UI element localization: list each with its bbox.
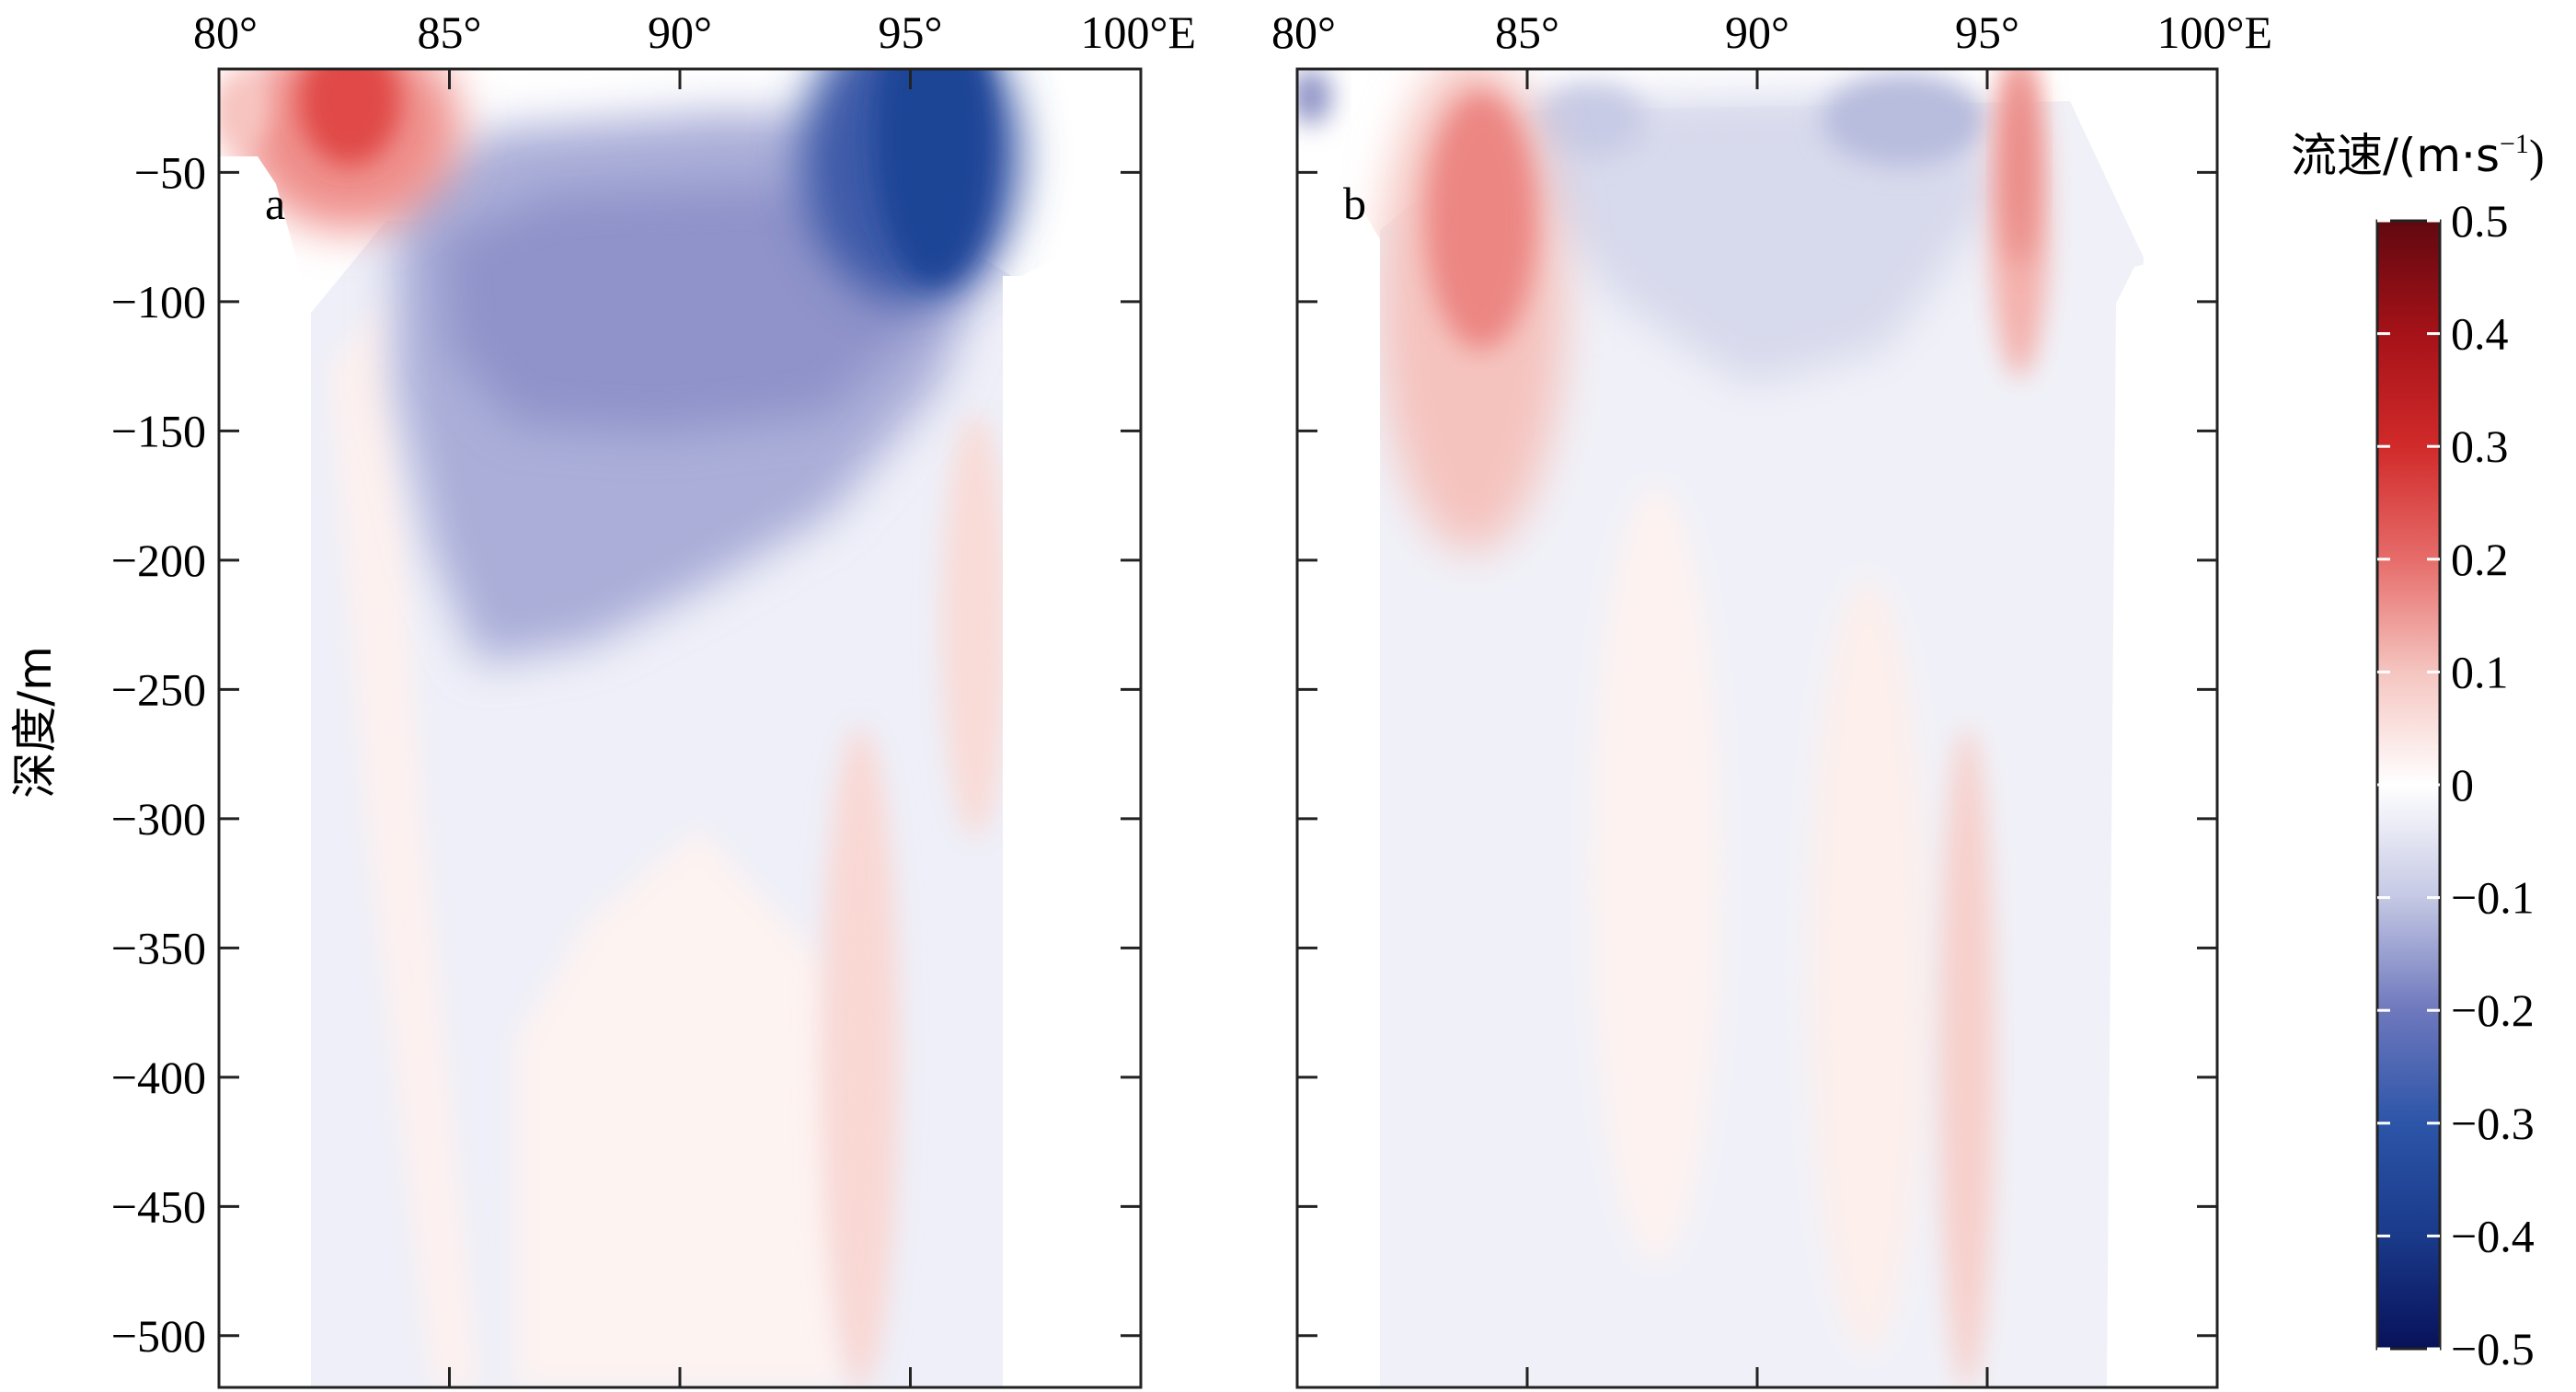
panel-b-x-tick-label: 100°E: [2156, 6, 2272, 58]
panel-a-eastward-core: [299, 69, 400, 166]
colorbar-tick-label: −0.5: [2451, 1323, 2535, 1375]
colorbar-tick-label: −0.3: [2451, 1098, 2535, 1149]
panel-a-eastward-edge: [219, 74, 269, 147]
panel-a-eastward-column-2: [942, 414, 1008, 837]
panel-a-weak-eastward-deep: [515, 828, 846, 1387]
panel-b-eastward-core: [1426, 92, 1536, 350]
panel-a-x-tick-label: 100°E: [1080, 6, 1196, 58]
panel-b-mask-east: [2107, 69, 2217, 1387]
y-axis-title: 深度/m: [8, 646, 62, 799]
colorbar-title: 流速/(m·s−1): [2291, 129, 2545, 182]
panel-b-x-tick-label: 85°: [1495, 6, 1559, 58]
colorbar-tick-label: 0.2: [2451, 534, 2509, 585]
panel-b-westward-edge: [1297, 69, 1331, 124]
y-tick-label: −350: [111, 922, 206, 973]
panel-b-westward-core: [1822, 74, 1987, 166]
panel-b-eastward-column: [1939, 727, 1995, 1387]
panel-b-x-tick-label: 95°: [1955, 6, 2019, 58]
panel-a-mask-east: [1003, 69, 1141, 1387]
panel-b-westward-band: [1509, 92, 2006, 386]
panel-a-x-tick-label: 85°: [418, 6, 482, 58]
panel-b-ticks: 80° 85° 90° 95° 100°E: [1271, 6, 2272, 1387]
panel-b-field: [1297, 69, 2217, 1387]
colorbar-tick-label: −0.1: [2451, 872, 2535, 924]
colorbar-title-exp: −1: [2500, 129, 2529, 159]
y-tick-label: −250: [111, 663, 206, 715]
y-tick-label: −50: [134, 146, 206, 198]
panel-a-eastward-column: [822, 727, 899, 1387]
panel-b-westward-core-2: [1536, 83, 1647, 156]
y-tick-label: −200: [111, 535, 206, 586]
panel-b-x-tick-label: 80°: [1271, 6, 1336, 58]
y-tick-label: −150: [111, 405, 206, 456]
panel-a-field: [219, 69, 1141, 1387]
y-tick-label: −500: [111, 1310, 206, 1362]
panel-a-ticks: 80° 85° 90° 95° 100°E −50 −100 −150 −200 −250 −300…: [111, 6, 1196, 1387]
colorbar-tick-label: −0.2: [2451, 984, 2535, 1036]
y-tick-label: −400: [111, 1052, 206, 1103]
colorbar-tick-label: 0.1: [2451, 646, 2509, 697]
colorbar-tick-label: −0.4: [2451, 1210, 2535, 1261]
colorbar-tick-label: 0.4: [2451, 308, 2509, 360]
panel-a-weak-eastward-west: [331, 294, 478, 1387]
y-tick-label: −300: [111, 793, 206, 845]
panel-a-mask-west: [219, 69, 311, 1387]
panel-a-label: a: [265, 178, 285, 229]
panel-b-weak-eastward-1: [1592, 488, 1720, 1260]
colorbar-ticks: 0.5 0.4 0.3 0.2 0.1 0 −0.1 −0.2 −0.3 −0.4 −0.5: [2377, 195, 2535, 1375]
panel-b-weak-eastward-2: [1808, 580, 1927, 1352]
panel-a-x-tick-label: 90°: [648, 6, 712, 58]
panel-b-narrow-eastward-core: [2003, 69, 2036, 267]
panel-b-label: b: [1343, 178, 1366, 229]
panel-a-strong-westward-core: [874, 69, 994, 285]
colorbar: 流速/(m·s−1) 0.5 0.4 0.3 0.2 0.1 0 −0.1 −0.2 −0.3 −…: [2291, 129, 2545, 1375]
panel-b: 80° 85° 90° 95° 100°E b: [1271, 6, 2272, 1389]
panel-a-x-tick-label: 95°: [879, 6, 943, 58]
y-tick-label: −450: [111, 1180, 206, 1232]
panel-a-westward-band-core: [442, 184, 920, 432]
colorbar-title-end: ): [2529, 130, 2545, 181]
panel-a-x-tick-label: 80°: [193, 6, 258, 58]
colorbar-tick-label: 0.5: [2451, 195, 2509, 247]
panel-b-mask-west: [1297, 69, 1380, 1387]
panel-a: 80° 85° 90° 95° 100°E −50 −100 −150 −200 −250 −300…: [111, 6, 1196, 1389]
y-tick-label: −100: [111, 276, 206, 328]
panel-b-x-tick-label: 90°: [1725, 6, 1789, 58]
colorbar-tick-label: 0: [2451, 759, 2474, 811]
colorbar-tick-label: 0.3: [2451, 420, 2509, 472]
